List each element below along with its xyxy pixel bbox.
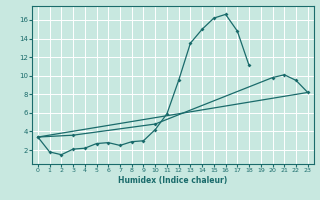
X-axis label: Humidex (Indice chaleur): Humidex (Indice chaleur) bbox=[118, 176, 228, 185]
